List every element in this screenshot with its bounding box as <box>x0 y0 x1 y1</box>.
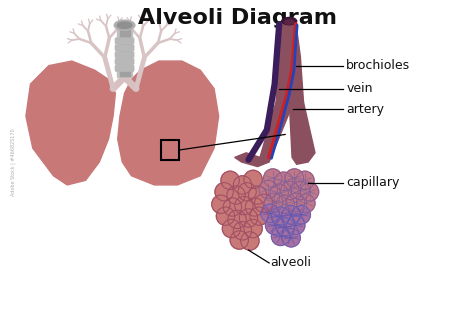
FancyBboxPatch shape <box>115 38 134 44</box>
Circle shape <box>241 232 259 250</box>
Circle shape <box>215 183 233 201</box>
Ellipse shape <box>117 22 132 29</box>
Text: Alveoli Diagram: Alveoli Diagram <box>137 8 337 28</box>
Text: vein: vein <box>346 82 373 95</box>
Circle shape <box>250 207 268 225</box>
Circle shape <box>235 196 253 215</box>
Circle shape <box>238 183 256 201</box>
Circle shape <box>230 231 248 249</box>
Circle shape <box>223 198 242 216</box>
Polygon shape <box>276 22 303 111</box>
Circle shape <box>245 198 264 216</box>
Circle shape <box>212 195 230 214</box>
FancyBboxPatch shape <box>115 45 134 51</box>
Circle shape <box>244 219 262 238</box>
Circle shape <box>292 206 310 224</box>
Polygon shape <box>290 102 315 164</box>
Circle shape <box>244 170 262 189</box>
Ellipse shape <box>114 20 135 30</box>
Circle shape <box>272 207 290 225</box>
Text: capillary: capillary <box>346 176 400 189</box>
Circle shape <box>285 169 303 187</box>
Circle shape <box>296 171 314 190</box>
Circle shape <box>221 171 239 190</box>
Polygon shape <box>118 61 219 185</box>
Text: brochioles: brochioles <box>346 59 410 72</box>
Circle shape <box>261 204 279 223</box>
Circle shape <box>274 172 293 191</box>
FancyBboxPatch shape <box>115 59 134 64</box>
Circle shape <box>282 206 301 224</box>
Circle shape <box>233 222 252 240</box>
Circle shape <box>255 194 273 213</box>
FancyBboxPatch shape <box>115 52 134 57</box>
Circle shape <box>301 183 319 201</box>
Circle shape <box>233 176 252 194</box>
Polygon shape <box>119 30 129 76</box>
Circle shape <box>259 180 277 199</box>
Circle shape <box>216 207 235 225</box>
Circle shape <box>282 228 301 247</box>
FancyBboxPatch shape <box>115 66 134 71</box>
Circle shape <box>265 216 284 235</box>
Circle shape <box>228 210 246 228</box>
Circle shape <box>239 209 258 227</box>
Circle shape <box>276 218 294 236</box>
Circle shape <box>297 194 315 213</box>
Polygon shape <box>26 61 115 185</box>
Circle shape <box>264 169 282 187</box>
Circle shape <box>248 186 267 204</box>
Ellipse shape <box>285 20 294 24</box>
Text: alveoli: alveoli <box>270 257 311 270</box>
Circle shape <box>227 186 245 204</box>
Circle shape <box>276 195 294 214</box>
Text: Adobe Stock | #466825170: Adobe Stock | #466825170 <box>10 128 16 196</box>
Circle shape <box>287 193 305 212</box>
Circle shape <box>272 227 290 246</box>
Circle shape <box>270 184 288 202</box>
Polygon shape <box>235 102 290 167</box>
Circle shape <box>287 216 305 235</box>
Circle shape <box>264 193 283 212</box>
Circle shape <box>222 219 241 238</box>
Text: artery: artery <box>346 103 384 116</box>
Circle shape <box>281 181 299 200</box>
Circle shape <box>291 181 310 200</box>
Polygon shape <box>117 29 132 77</box>
Ellipse shape <box>282 17 297 25</box>
